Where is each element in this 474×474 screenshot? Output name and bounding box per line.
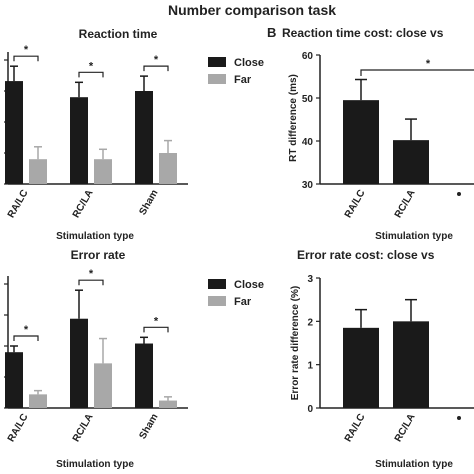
y-tick-label: 2 [307, 317, 313, 328]
x-tick-label: RA/LC [6, 188, 31, 220]
reaction-time-xlabel: Stimulation type [56, 231, 134, 242]
y-tick-label: 0 [307, 404, 313, 415]
chart-rt-cost: Reaction time cost: close vs 30 40 50 60 RA/… [282, 26, 474, 242]
bar [5, 81, 23, 184]
legend-label: Close [234, 57, 264, 69]
figure-title: Number comparison task [168, 2, 336, 18]
x-tick-label-cut [457, 192, 461, 196]
bar [159, 400, 177, 408]
legend-swatch [208, 296, 226, 306]
significance-label: * [426, 58, 431, 70]
error-cost-xlabel: Stimulation type [375, 459, 453, 470]
legend-swatch [208, 279, 226, 289]
error-cost-title: Error rate cost: close vs [297, 248, 435, 262]
error-rate-marks: * RA/LC * RC/LA * Sham Close Far [4, 268, 264, 444]
bar [70, 97, 88, 184]
error-rate-title: Error rate [71, 248, 126, 262]
chart-error-cost: Error rate cost: close vs 0 1 2 3 RA/LC RC/LA… [290, 248, 474, 470]
legend-swatch [208, 57, 226, 67]
legend-swatch [208, 74, 226, 84]
significance-label: * [24, 324, 29, 336]
significance-bracket [143, 65, 169, 72]
error-rate-xlabel: Stimulation type [56, 459, 134, 470]
rt-cost-ylabel: RT difference (ms) [288, 74, 299, 162]
bar [159, 153, 177, 184]
x-tick-label: Sham [137, 412, 160, 441]
legend-label: Close [234, 279, 264, 291]
significance-bracket [13, 335, 39, 341]
x-tick-label-cut [457, 416, 461, 420]
bar [393, 321, 429, 408]
chart-error-rate: Error rate * RA/LC * RC/LA * Sham Close Far Sti… [4, 248, 264, 470]
y-tick-label: 3 [307, 274, 313, 285]
y-tick-label: 1 [307, 361, 313, 372]
legend-label: Far [234, 296, 252, 308]
significance-label: * [154, 315, 159, 327]
x-tick-label: RC/LA [71, 412, 96, 444]
bar [94, 159, 112, 184]
significance-bracket [143, 326, 169, 333]
significance-bracket [360, 69, 474, 76]
bar [70, 318, 88, 408]
reaction-time-title: Reaction time [79, 27, 158, 41]
error-cost-ylabel: Error rate difference (%) [290, 286, 301, 400]
significance-label: * [154, 54, 159, 66]
bar [135, 343, 153, 408]
bar [94, 363, 112, 408]
rt-cost-title: Reaction time cost: close vs [282, 26, 444, 40]
significance-label: * [89, 268, 94, 280]
significance-bracket [78, 279, 104, 286]
x-tick-label: RA/LC [6, 412, 31, 444]
bar [343, 100, 379, 184]
rt-cost-marks: 30 40 50 60 RA/LC RC/LA * [302, 51, 474, 220]
chart-reaction-time: Reaction time *RA/LC*RC/LA*ShamCloseFar … [4, 27, 264, 242]
legend-label: Far [234, 74, 252, 86]
significance-label: * [24, 44, 29, 56]
y-tick-label: 60 [302, 51, 314, 62]
x-tick-label: RC/LA [393, 412, 418, 444]
panel-b-label: B [267, 25, 276, 40]
x-tick-label: Sham [137, 188, 160, 217]
x-tick-label: RC/LA [393, 188, 418, 220]
significance-bracket [78, 71, 104, 78]
y-tick-label: 30 [302, 180, 314, 191]
significance-label: * [89, 60, 94, 72]
x-tick-label: RA/LC [343, 188, 368, 220]
reaction-time-marks: * RA/LC * RC/LA * Sham Close Far [4, 44, 264, 220]
bar [343, 327, 379, 408]
significance-bracket [13, 55, 39, 62]
x-tick-label: RA/LC [343, 412, 368, 444]
rt-cost-xlabel: Stimulation type [375, 231, 453, 242]
bar [393, 140, 429, 184]
x-tick-label: RC/LA [71, 188, 96, 220]
bar [5, 352, 23, 408]
error-cost-marks: 0 1 2 3 RA/LC RC/LA [307, 274, 474, 444]
y-tick-label: 50 [302, 94, 314, 105]
bar [29, 159, 47, 184]
y-tick-label: 40 [302, 137, 314, 148]
bar [29, 394, 47, 408]
bar [135, 91, 153, 184]
